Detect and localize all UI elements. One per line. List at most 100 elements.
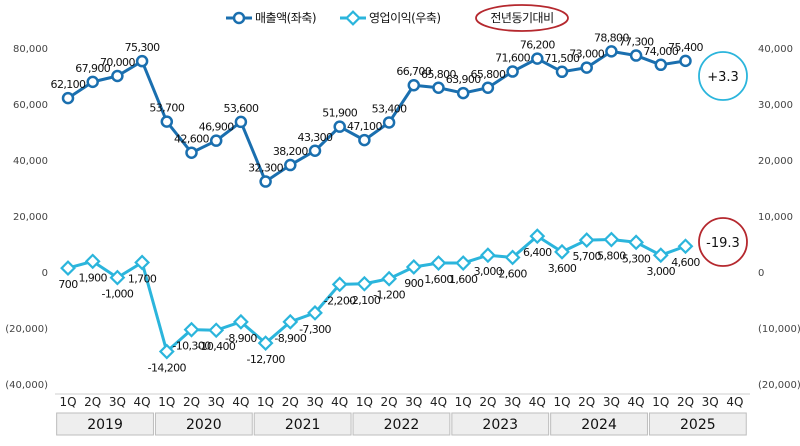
x-tick-label: 4Q	[529, 395, 546, 409]
year-label: 2025	[680, 417, 716, 433]
x-tick-label: 3Q	[405, 395, 422, 409]
sales-point	[358, 133, 371, 147]
profit-point	[60, 260, 76, 276]
badge-sales-text: +3.3	[707, 70, 739, 85]
year-label: 2019	[87, 417, 123, 433]
profit-data-label: 900	[404, 277, 424, 290]
profit-point	[282, 313, 299, 330]
profit-data-label: 700	[58, 278, 78, 291]
profit-point	[652, 247, 669, 264]
x-tick-label: 2Q	[381, 395, 398, 409]
x-tick-label: 1Q	[652, 395, 669, 409]
sales-data-label: 78,800	[594, 31, 629, 44]
y-left-tick: 60,000	[13, 100, 48, 111]
x-tick-label: 4Q	[134, 395, 151, 409]
y-right-tick: (20,000)	[758, 380, 800, 391]
year-box	[451, 412, 550, 436]
profit-point	[578, 232, 595, 248]
legend-profit-marker	[345, 10, 361, 26]
year-box	[154, 412, 253, 436]
profit-data-label: -2,200	[324, 294, 356, 307]
sales-point	[629, 49, 643, 62]
sales-data-label: 38,200	[273, 145, 308, 158]
year-box	[550, 412, 648, 436]
sales-data-label: 74,000	[643, 45, 678, 58]
profit-point	[455, 255, 472, 271]
sales-data-label: 62,100	[51, 78, 86, 91]
profit-point	[405, 259, 422, 275]
x-tick-label: 4Q	[232, 395, 249, 409]
sales-data-label: 32,300	[248, 162, 283, 175]
y-left-tick: 40,000	[13, 156, 48, 167]
year-label: 2024	[581, 417, 617, 433]
x-tick-label: 1Q	[356, 395, 373, 409]
profit-point	[158, 343, 175, 360]
sales-point	[185, 146, 198, 159]
x-tick-label: 3Q	[603, 395, 620, 409]
sales-point	[111, 69, 124, 83]
badge-sales-circle	[698, 51, 748, 101]
sales-point	[284, 158, 297, 172]
year-label: 2020	[186, 417, 222, 433]
sales-point	[160, 115, 174, 128]
profit-data-label: 6,400	[523, 246, 552, 259]
sales-data-label: 67,900	[75, 62, 110, 75]
profit-point	[183, 321, 200, 338]
sales-point	[506, 65, 519, 78]
profit-point	[479, 247, 496, 264]
sales-point	[234, 115, 248, 129]
profit-data-label: -1,000	[101, 288, 133, 301]
sales-point	[481, 81, 495, 95]
x-tick-label: 2Q	[84, 395, 101, 409]
profit-data-label: -12,700	[246, 353, 285, 366]
sales-point	[407, 78, 421, 92]
y-left-tick: (40,000)	[5, 380, 48, 391]
sales-point	[531, 52, 544, 65]
x-tick-label: 1Q	[455, 395, 472, 409]
sales-data-label: 75,300	[125, 41, 160, 54]
profit-data-label: -10,300	[172, 340, 211, 353]
sales-line	[67, 49, 686, 184]
sales-data-label: 65,800	[421, 68, 456, 81]
legend: 매출액(좌축) 영업이익(우축) 전년동기대비	[226, 4, 569, 32]
sales-data-label: 73,000	[569, 48, 604, 61]
profit-point	[504, 249, 521, 266]
sales-data-label: 53,400	[372, 102, 407, 115]
profit-point	[208, 322, 225, 339]
year-boxes: 2019 2020 2021 2022 2023 2024 2025	[56, 412, 747, 436]
profit-point	[554, 243, 570, 260]
profit-data-label: 1,700	[128, 272, 157, 285]
profit-point	[529, 228, 546, 245]
legend-sales-label: 매출액(좌축)	[255, 11, 316, 25]
sales-data-label: 70,000	[100, 56, 135, 69]
year-box	[253, 412, 352, 436]
sales-data-label: 71,600	[495, 52, 530, 65]
x-tick-label: 2Q	[183, 395, 200, 409]
sales-data-label: 66,700	[396, 65, 431, 78]
y-axis-left: 80,000 60,000 40,000 20,000 0 (20,000) (40,000…	[5, 44, 48, 391]
profit-point	[628, 234, 645, 251]
profit-data-label: -14,200	[148, 362, 187, 375]
sales-data-label: 51,900	[322, 107, 357, 120]
sales-point	[333, 120, 346, 133]
sales-data-label: 46,900	[199, 121, 234, 134]
sales-data-label: 53,600	[223, 102, 258, 115]
sales-point	[679, 54, 692, 68]
y-axis-right: 40,000 30,000 20,000 10,000 0 (10,000) (20,000…	[758, 44, 800, 391]
profit-data-label: 3,600	[548, 262, 577, 275]
x-tick-label: 2Q	[578, 395, 595, 409]
y-left-tick: 0	[42, 268, 48, 279]
profit-data-label: 3,000	[474, 265, 503, 278]
sales-point	[135, 54, 149, 68]
profit-point	[84, 253, 101, 270]
profit-data-label: -8,900	[274, 332, 306, 345]
sales-data-label: 53,700	[149, 102, 184, 115]
profit-data-label: 1,900	[78, 271, 107, 284]
sales-point	[308, 144, 322, 158]
badge-profit-circle	[698, 217, 748, 267]
x-tick-label: 3Q	[306, 395, 323, 409]
profit-data-label: 5,700	[572, 250, 601, 263]
sales-data-label: 65,800	[470, 68, 505, 81]
